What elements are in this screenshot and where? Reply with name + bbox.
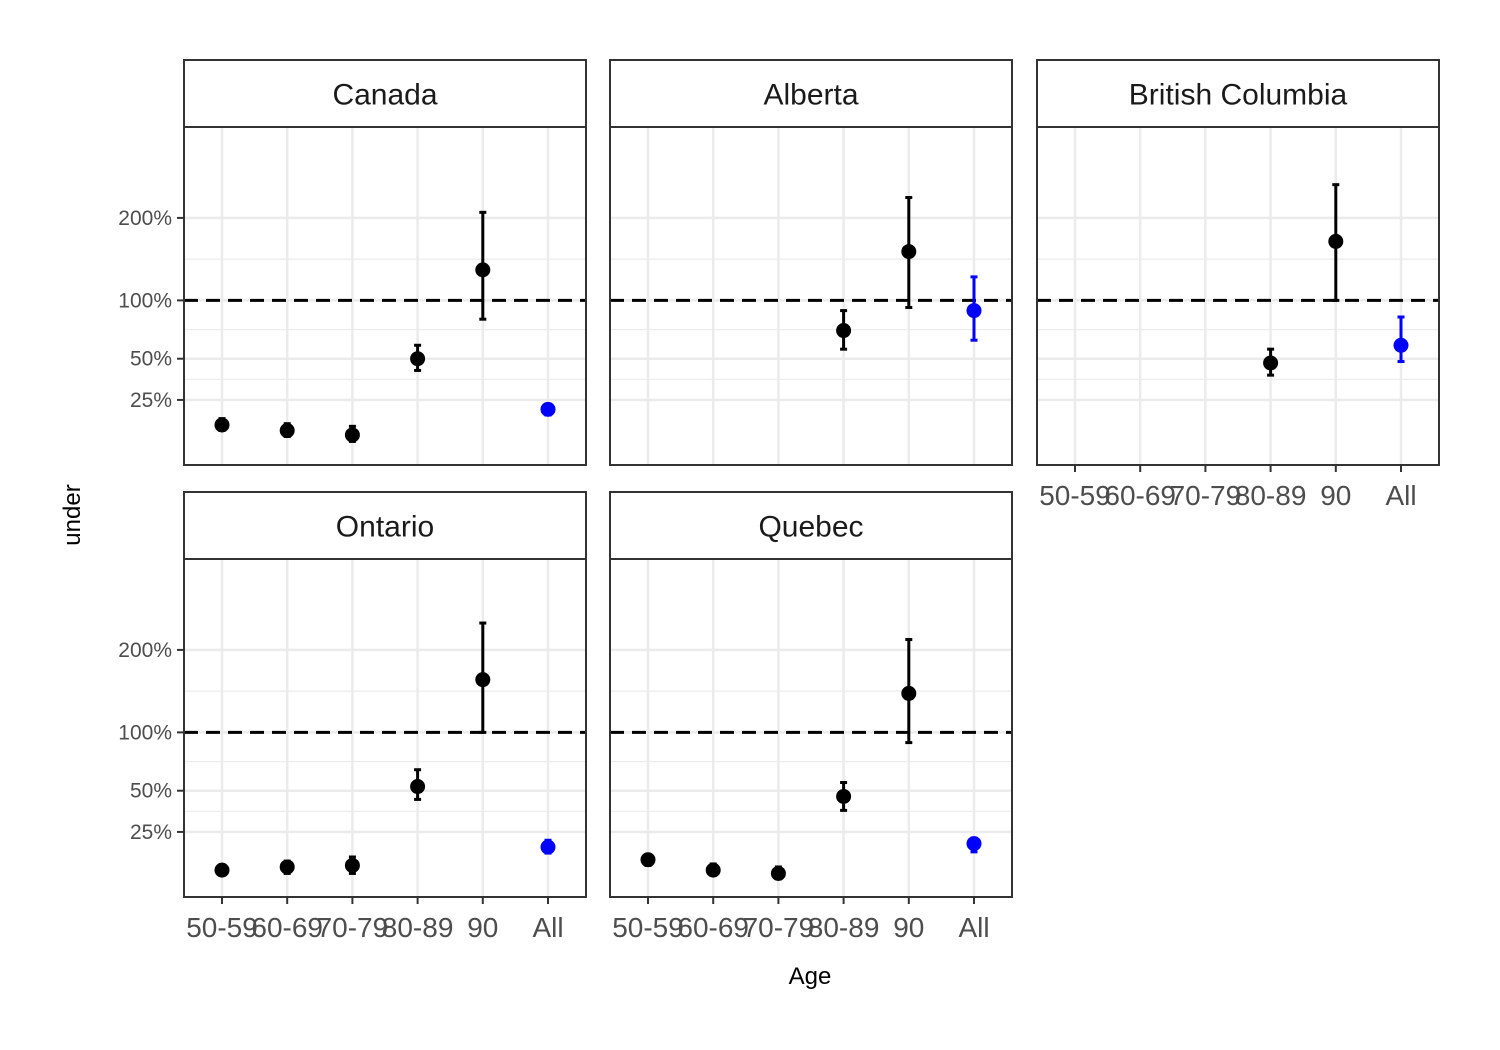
data-point bbox=[279, 859, 295, 875]
data-point bbox=[344, 857, 360, 873]
x-tick-label: All bbox=[958, 912, 989, 943]
strip-label: Canada bbox=[332, 79, 437, 112]
panel-background bbox=[184, 559, 586, 897]
strip-label: British Columbia bbox=[1129, 79, 1348, 112]
data-point bbox=[475, 672, 491, 688]
x-tick-label: 80-89 bbox=[1235, 480, 1307, 511]
x-tick-label: 80-89 bbox=[808, 912, 880, 943]
strip-label: Ontario bbox=[336, 511, 434, 544]
x-tick-label: 90 bbox=[1320, 480, 1351, 511]
panels-layer: Canada 25% 50% 100% 200% Alberta British Colum… bbox=[118, 59, 1440, 943]
y-tick-label: 200% bbox=[118, 639, 172, 662]
data-point bbox=[214, 417, 230, 433]
strip-background bbox=[609, 491, 1013, 560]
facet-panel-canada: Canada 25% 50% 100% 200% bbox=[118, 59, 587, 466]
panel-background bbox=[1037, 127, 1439, 465]
data-point bbox=[966, 303, 982, 319]
data-point bbox=[705, 862, 721, 878]
data-point bbox=[1328, 233, 1344, 249]
data-point bbox=[836, 323, 852, 339]
data-point bbox=[966, 836, 982, 852]
x-tick-label: 70-79 bbox=[317, 912, 389, 943]
x-tick-label: 80-89 bbox=[382, 912, 454, 943]
x-axis-title: Age bbox=[789, 963, 832, 990]
data-point bbox=[279, 423, 295, 439]
strip-label: Alberta bbox=[763, 79, 858, 112]
y-tick-label: 200% bbox=[118, 207, 172, 230]
strip-background bbox=[1036, 59, 1440, 128]
y-tick-label: 100% bbox=[118, 289, 172, 312]
x-tick-label: 90 bbox=[893, 912, 924, 943]
data-point bbox=[1393, 337, 1409, 353]
data-point bbox=[540, 401, 556, 417]
facet-panel-alberta: Alberta bbox=[609, 59, 1013, 466]
x-tick-label: 50-59 bbox=[612, 912, 684, 943]
data-point bbox=[344, 427, 360, 443]
data-point bbox=[836, 788, 852, 804]
data-point bbox=[410, 351, 426, 367]
strip-background bbox=[183, 59, 587, 128]
x-tick-label: 60-69 bbox=[677, 912, 749, 943]
strip-background bbox=[609, 59, 1013, 128]
y-axis-title: under bbox=[59, 484, 86, 545]
x-tick-label: 50-59 bbox=[186, 912, 258, 943]
data-point bbox=[410, 779, 426, 795]
x-tick-label: 70-79 bbox=[743, 912, 815, 943]
x-tick-label: 60-69 bbox=[251, 912, 323, 943]
strip-background bbox=[183, 491, 587, 560]
panel-background bbox=[184, 127, 586, 465]
x-tick-label: 50-59 bbox=[1039, 480, 1111, 511]
facet-panel-ontario: Ontario 25% 50% 100% 200% 50-5960-6970-7980-8… bbox=[118, 491, 587, 943]
data-point bbox=[475, 262, 491, 278]
x-tick-label: 90 bbox=[467, 912, 498, 943]
y-tick-label: 100% bbox=[118, 721, 172, 744]
data-point bbox=[901, 685, 917, 701]
y-tick-label: 50% bbox=[130, 780, 172, 803]
x-tick-label: All bbox=[532, 912, 563, 943]
panel-background bbox=[610, 127, 1012, 465]
x-tick-label: All bbox=[1385, 480, 1416, 511]
data-point bbox=[770, 865, 786, 881]
data-point bbox=[901, 244, 917, 260]
y-tick-label: 25% bbox=[130, 821, 172, 844]
x-tick-label: 70-79 bbox=[1170, 480, 1242, 511]
data-point bbox=[540, 839, 556, 855]
panel-background bbox=[610, 559, 1012, 897]
strip-label: Quebec bbox=[758, 511, 863, 544]
data-point bbox=[214, 862, 230, 878]
data-point bbox=[640, 852, 656, 868]
y-tick-label: 50% bbox=[130, 348, 172, 371]
data-point bbox=[1263, 355, 1279, 371]
y-tick-label: 25% bbox=[130, 389, 172, 412]
x-tick-label: 60-69 bbox=[1104, 480, 1176, 511]
